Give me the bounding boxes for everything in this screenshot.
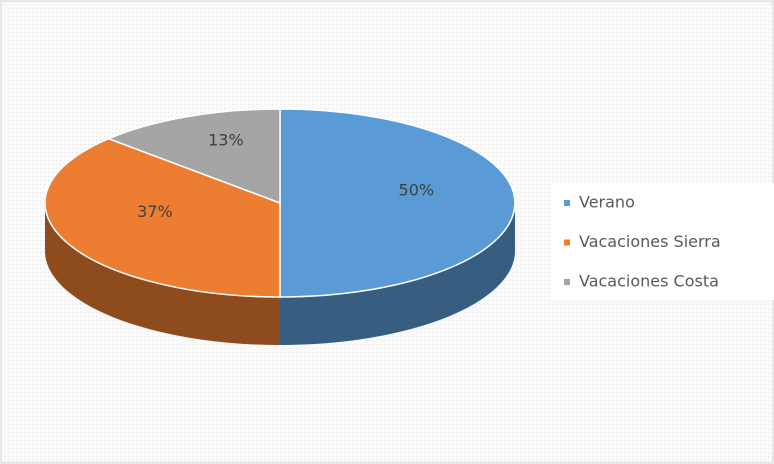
slice-side <box>45 203 280 345</box>
legend-label: Vacaciones Costa <box>579 272 719 291</box>
legend-marker <box>564 200 570 206</box>
slice-side <box>280 203 515 345</box>
pie: 50% 37% 13% <box>44 108 516 345</box>
slice <box>44 137 281 298</box>
legend-marker <box>564 239 570 246</box>
slice <box>106 108 281 205</box>
data-label: 37% <box>137 202 173 221</box>
legend-marker <box>564 279 570 285</box>
legend-label: Verano <box>579 193 635 212</box>
legend-label: Vacaciones Sierra <box>579 232 721 251</box>
legend-box <box>551 183 774 300</box>
data-label: 13% <box>208 130 244 149</box>
slice <box>279 108 516 298</box>
data-label: 50% <box>399 181 435 200</box>
legend: Verano Vacaciones Sierra Vacaciones Costa <box>564 193 721 291</box>
